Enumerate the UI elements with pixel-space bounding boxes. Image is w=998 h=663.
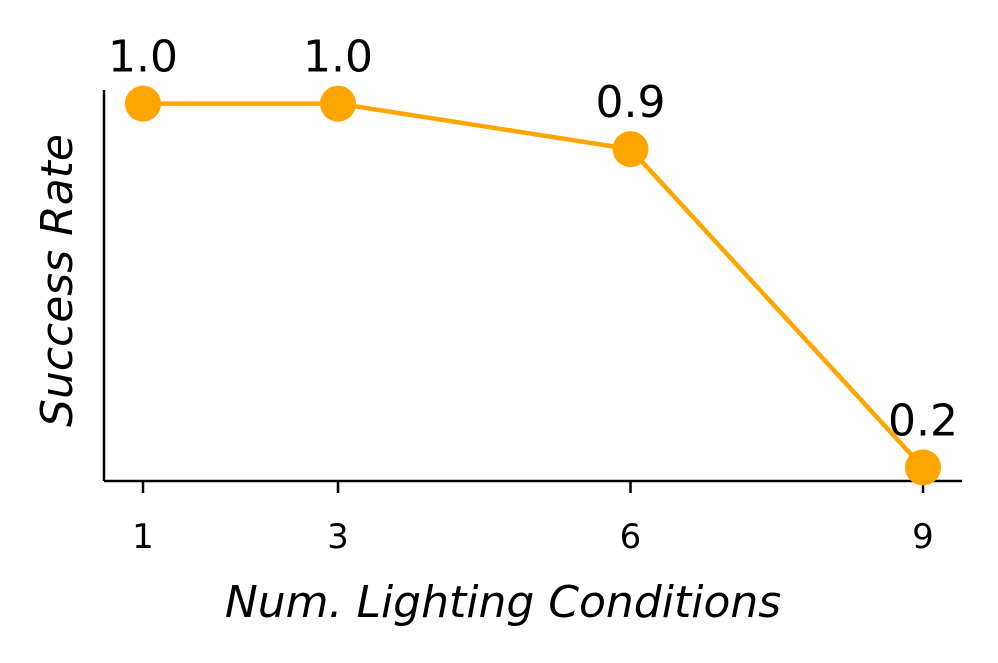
- y-axis-title: Success Rate: [32, 134, 83, 427]
- x-tick-label: 9: [912, 517, 934, 557]
- x-ticks: 1 3 6 9: [132, 481, 934, 557]
- x-tick-label: 3: [327, 517, 349, 557]
- data-label: 1.0: [108, 32, 178, 83]
- x-tick-label: 1: [132, 517, 154, 557]
- data-point: [612, 131, 649, 168]
- series-line: [143, 101, 925, 469]
- data-label: 0.9: [596, 77, 666, 128]
- x-tick-label: 6: [620, 517, 642, 557]
- axes: [102, 90, 962, 483]
- data-label: 1.0: [303, 32, 373, 83]
- data-labels: 1.0 1.0 0.9 0.2: [108, 32, 958, 447]
- data-point: [125, 85, 161, 122]
- x-axis-title: Num. Lighting Conditions: [225, 577, 781, 628]
- data-point: [320, 85, 356, 122]
- series-success-rate: [125, 85, 941, 486]
- data-label: 0.2: [888, 395, 958, 446]
- data-point: [905, 449, 941, 486]
